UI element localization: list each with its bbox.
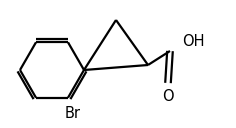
Text: Br: Br [65,106,81,121]
Text: OH: OH [182,34,205,49]
Text: O: O [162,89,174,104]
